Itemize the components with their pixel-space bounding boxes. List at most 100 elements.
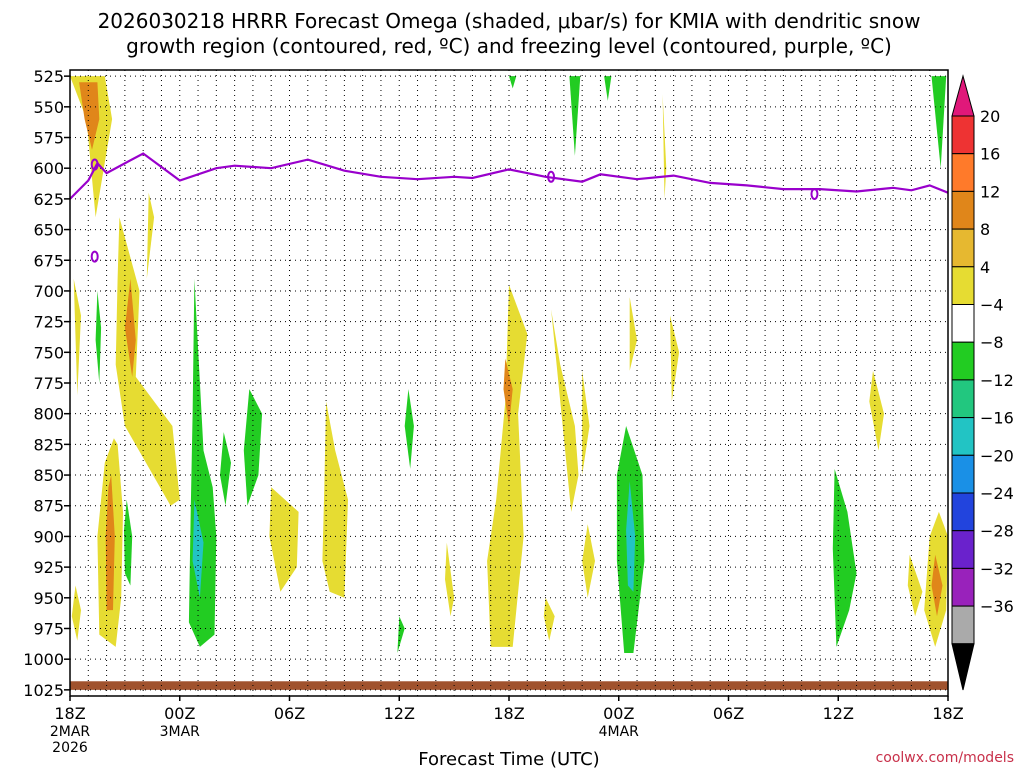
omega-region-10 xyxy=(124,499,133,586)
x-tick-label-1: 00Z xyxy=(164,704,195,723)
omega-region-35 xyxy=(662,94,667,199)
freezing-level-loop-1 xyxy=(90,250,99,263)
colorbar-label-11: −28 xyxy=(980,522,1014,541)
omega-region-4 xyxy=(115,217,180,506)
colorbar-bin-13 xyxy=(951,605,975,645)
y-tick-label-550: 550 xyxy=(33,98,64,117)
y-tick-label-800: 800 xyxy=(33,405,64,424)
y-tick-label-525: 525 xyxy=(33,67,64,86)
colorbar-label-0: 20 xyxy=(980,107,1000,126)
colorbar-bin-5 xyxy=(951,304,975,343)
omega-region-34 xyxy=(931,554,943,617)
y-tick-label-925: 925 xyxy=(33,558,64,577)
omega-region-6 xyxy=(95,290,102,383)
y-tick-label-600: 600 xyxy=(33,159,64,178)
colorbar-label-12: −32 xyxy=(980,559,1014,578)
omega-region-19 xyxy=(445,542,455,617)
colorbar-label-3: 8 xyxy=(980,220,990,239)
omega-region-20 xyxy=(487,284,528,647)
x-tick-label-7: 12Z xyxy=(823,704,854,723)
colorbar-bin-4 xyxy=(951,266,975,305)
colorbar-label-1: 16 xyxy=(980,145,1000,164)
colorbar-bin-7 xyxy=(951,379,975,419)
y-tick-label-875: 875 xyxy=(33,497,64,516)
freezing-level-loop-3 xyxy=(810,187,819,200)
omega-region-3 xyxy=(73,278,81,396)
x-tick-label-3: 12Z xyxy=(384,704,415,723)
omega-region-0 xyxy=(70,76,113,218)
omega-region-36 xyxy=(509,76,517,89)
omega-region-12 xyxy=(192,499,204,598)
chart-title-line1: 2026030218 HRRR Forecast Omega (shaded, … xyxy=(98,9,921,33)
omega-region-8 xyxy=(105,475,115,611)
omega-region-25 xyxy=(582,524,595,598)
omega-region-13 xyxy=(220,432,231,506)
chart-title-line2: growth region (contoured, red, ºC) and f… xyxy=(126,34,892,58)
x-tick-label-6: 06Z xyxy=(713,704,744,723)
omega-region-38 xyxy=(604,76,612,101)
omega-region-22 xyxy=(551,309,579,512)
x-tick-date-1: 3MAR xyxy=(160,724,201,740)
freezing-level-contour xyxy=(70,152,948,263)
y-tick-label-675: 675 xyxy=(33,251,64,270)
credit-text: coolwx.com/models xyxy=(876,750,1014,766)
y-tick-label-825: 825 xyxy=(33,435,64,454)
y-tick-label-950: 950 xyxy=(33,589,64,608)
y-tick-label-625: 625 xyxy=(33,190,64,209)
x-tick-date-0: 2MAR xyxy=(50,724,91,740)
omega-region-28 xyxy=(629,297,637,371)
x-tick-label-4: 18Z xyxy=(493,704,524,723)
y-tick-label-575: 575 xyxy=(33,129,64,148)
y-tick-label-650: 650 xyxy=(33,221,64,240)
freezing-level-loop-2 xyxy=(547,170,556,183)
y-axis-ticks: 525 550 575 600 625 650 675 700 725 750 775 800 825 8… xyxy=(23,67,70,700)
y-tick-label-850: 850 xyxy=(33,466,64,485)
freezing-level-loop-0 xyxy=(90,158,99,171)
colorbar-label-9: −20 xyxy=(980,446,1014,465)
omega-region-39 xyxy=(931,76,947,169)
y-tick-label-975: 975 xyxy=(33,619,64,638)
colorbar-bin-12 xyxy=(951,567,975,607)
colorbar-label-4: 4 xyxy=(980,258,990,277)
colorbar-bin-9 xyxy=(951,454,975,494)
colorbar: 20 16 12 8 4 −4 −8 −12 −16 −20 −24 −28 −32 −36 xyxy=(951,74,1014,691)
colorbar-label-2: 12 xyxy=(980,182,1000,201)
omega-region-24 xyxy=(543,597,555,641)
omega-region-23 xyxy=(582,370,590,476)
colorbar-bin-0 xyxy=(951,115,975,155)
omega-region-16 xyxy=(322,401,348,598)
x-tick-label-5: 00Z xyxy=(603,704,634,723)
y-tick-label-900: 900 xyxy=(33,527,64,546)
colorbar-bin-3 xyxy=(951,228,975,268)
omega-region-31 xyxy=(869,370,884,451)
colorbar-label-5: −4 xyxy=(980,296,1004,315)
freezing-level-line xyxy=(70,152,948,200)
colorbar-bin-11 xyxy=(951,530,975,569)
colorbar-bin-1 xyxy=(951,153,975,192)
y-tick-label-725: 725 xyxy=(33,313,64,332)
y-tick-label-700: 700 xyxy=(33,282,64,301)
x-tick-label-8: 18Z xyxy=(932,704,963,723)
x-tick-label-2: 06Z xyxy=(274,704,305,723)
colorbar-bin-2 xyxy=(951,190,975,230)
omega-region-14 xyxy=(243,389,263,506)
colorbar-top-arrow xyxy=(951,74,975,117)
x-axis-label: Forecast Time (UTC) xyxy=(418,749,599,768)
omega-region-5 xyxy=(124,278,136,377)
omega-region-30 xyxy=(832,468,857,647)
colorbar-label-13: −36 xyxy=(980,597,1014,616)
omega-region-21 xyxy=(503,358,513,426)
omega-region-15 xyxy=(269,487,299,592)
y-tick-label-1025: 1025 xyxy=(23,681,64,700)
colorbar-label-6: −8 xyxy=(980,333,1004,352)
colorbar-bottom-arrow xyxy=(951,643,975,691)
y-tick-label-1000: 1000 xyxy=(23,650,64,669)
omega-region-17 xyxy=(404,389,414,469)
omega-region-29 xyxy=(670,315,680,402)
x-tick-year-0: 2026 xyxy=(52,740,88,756)
colorbar-label-7: −12 xyxy=(980,371,1014,390)
omega-region-1 xyxy=(79,82,100,150)
omega-region-37 xyxy=(569,76,581,156)
y-tick-label-750: 750 xyxy=(33,343,64,362)
